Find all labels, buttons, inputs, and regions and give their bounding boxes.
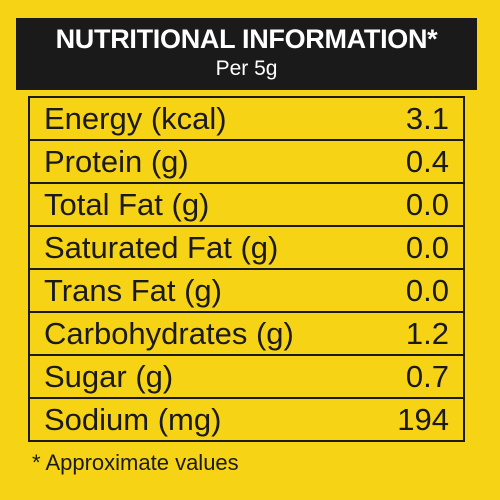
nutrient-name: Saturated Fat (g) xyxy=(44,230,279,265)
nutrient-name: Carbohydrates (g) xyxy=(44,316,294,351)
nutrition-title: NUTRITIONAL INFORMATION* xyxy=(55,24,438,54)
nutrient-row-protein: Protein (g) 0.4 xyxy=(30,141,463,184)
nutrient-value: 1.2 xyxy=(405,316,449,351)
nutrient-name: Protein (g) xyxy=(44,144,189,179)
nutrient-value: 0.0 xyxy=(405,187,449,222)
nutrient-row-sugar: Sugar (g) 0.7 xyxy=(30,356,463,399)
nutrient-value: 0.4 xyxy=(405,144,449,179)
footnote: * Approximate values xyxy=(32,450,239,475)
nutrient-row-carbohydrates: Carbohydrates (g) 1.2 xyxy=(30,313,463,356)
nutrient-name: Sodium (mg) xyxy=(44,402,222,437)
serving-size: Per 5g xyxy=(215,57,278,80)
nutrient-row-sodium: Sodium (mg) 194 xyxy=(30,399,463,440)
nutrient-row-saturated-fat: Saturated Fat (g) 0.0 xyxy=(30,227,463,270)
nutrient-value: 0.7 xyxy=(405,359,449,394)
nutrient-name: Sugar (g) xyxy=(44,359,174,394)
nutrient-row-trans-fat: Trans Fat (g) 0.0 xyxy=(30,270,463,313)
nutrient-value: 0.0 xyxy=(405,273,449,308)
nutrient-value: 194 xyxy=(397,402,449,437)
nutrient-value: 0.0 xyxy=(405,230,449,265)
nutrient-row-energy: Energy (kcal) 3.1 xyxy=(30,98,463,141)
nutrient-name: Energy (kcal) xyxy=(44,101,227,136)
nutrient-name: Total Fat (g) xyxy=(44,187,210,222)
nutrition-label: NUTRITIONAL INFORMATION* Per 5g Energy (… xyxy=(16,18,477,478)
nutrient-row-total-fat: Total Fat (g) 0.0 xyxy=(30,184,463,227)
nutrition-table: Energy (kcal) 3.1 Protein (g) 0.4 Total … xyxy=(28,96,465,442)
nutrition-header: NUTRITIONAL INFORMATION* Per 5g xyxy=(16,18,477,90)
nutrient-value: 3.1 xyxy=(405,101,449,136)
nutrient-name: Trans Fat (g) xyxy=(44,273,222,308)
